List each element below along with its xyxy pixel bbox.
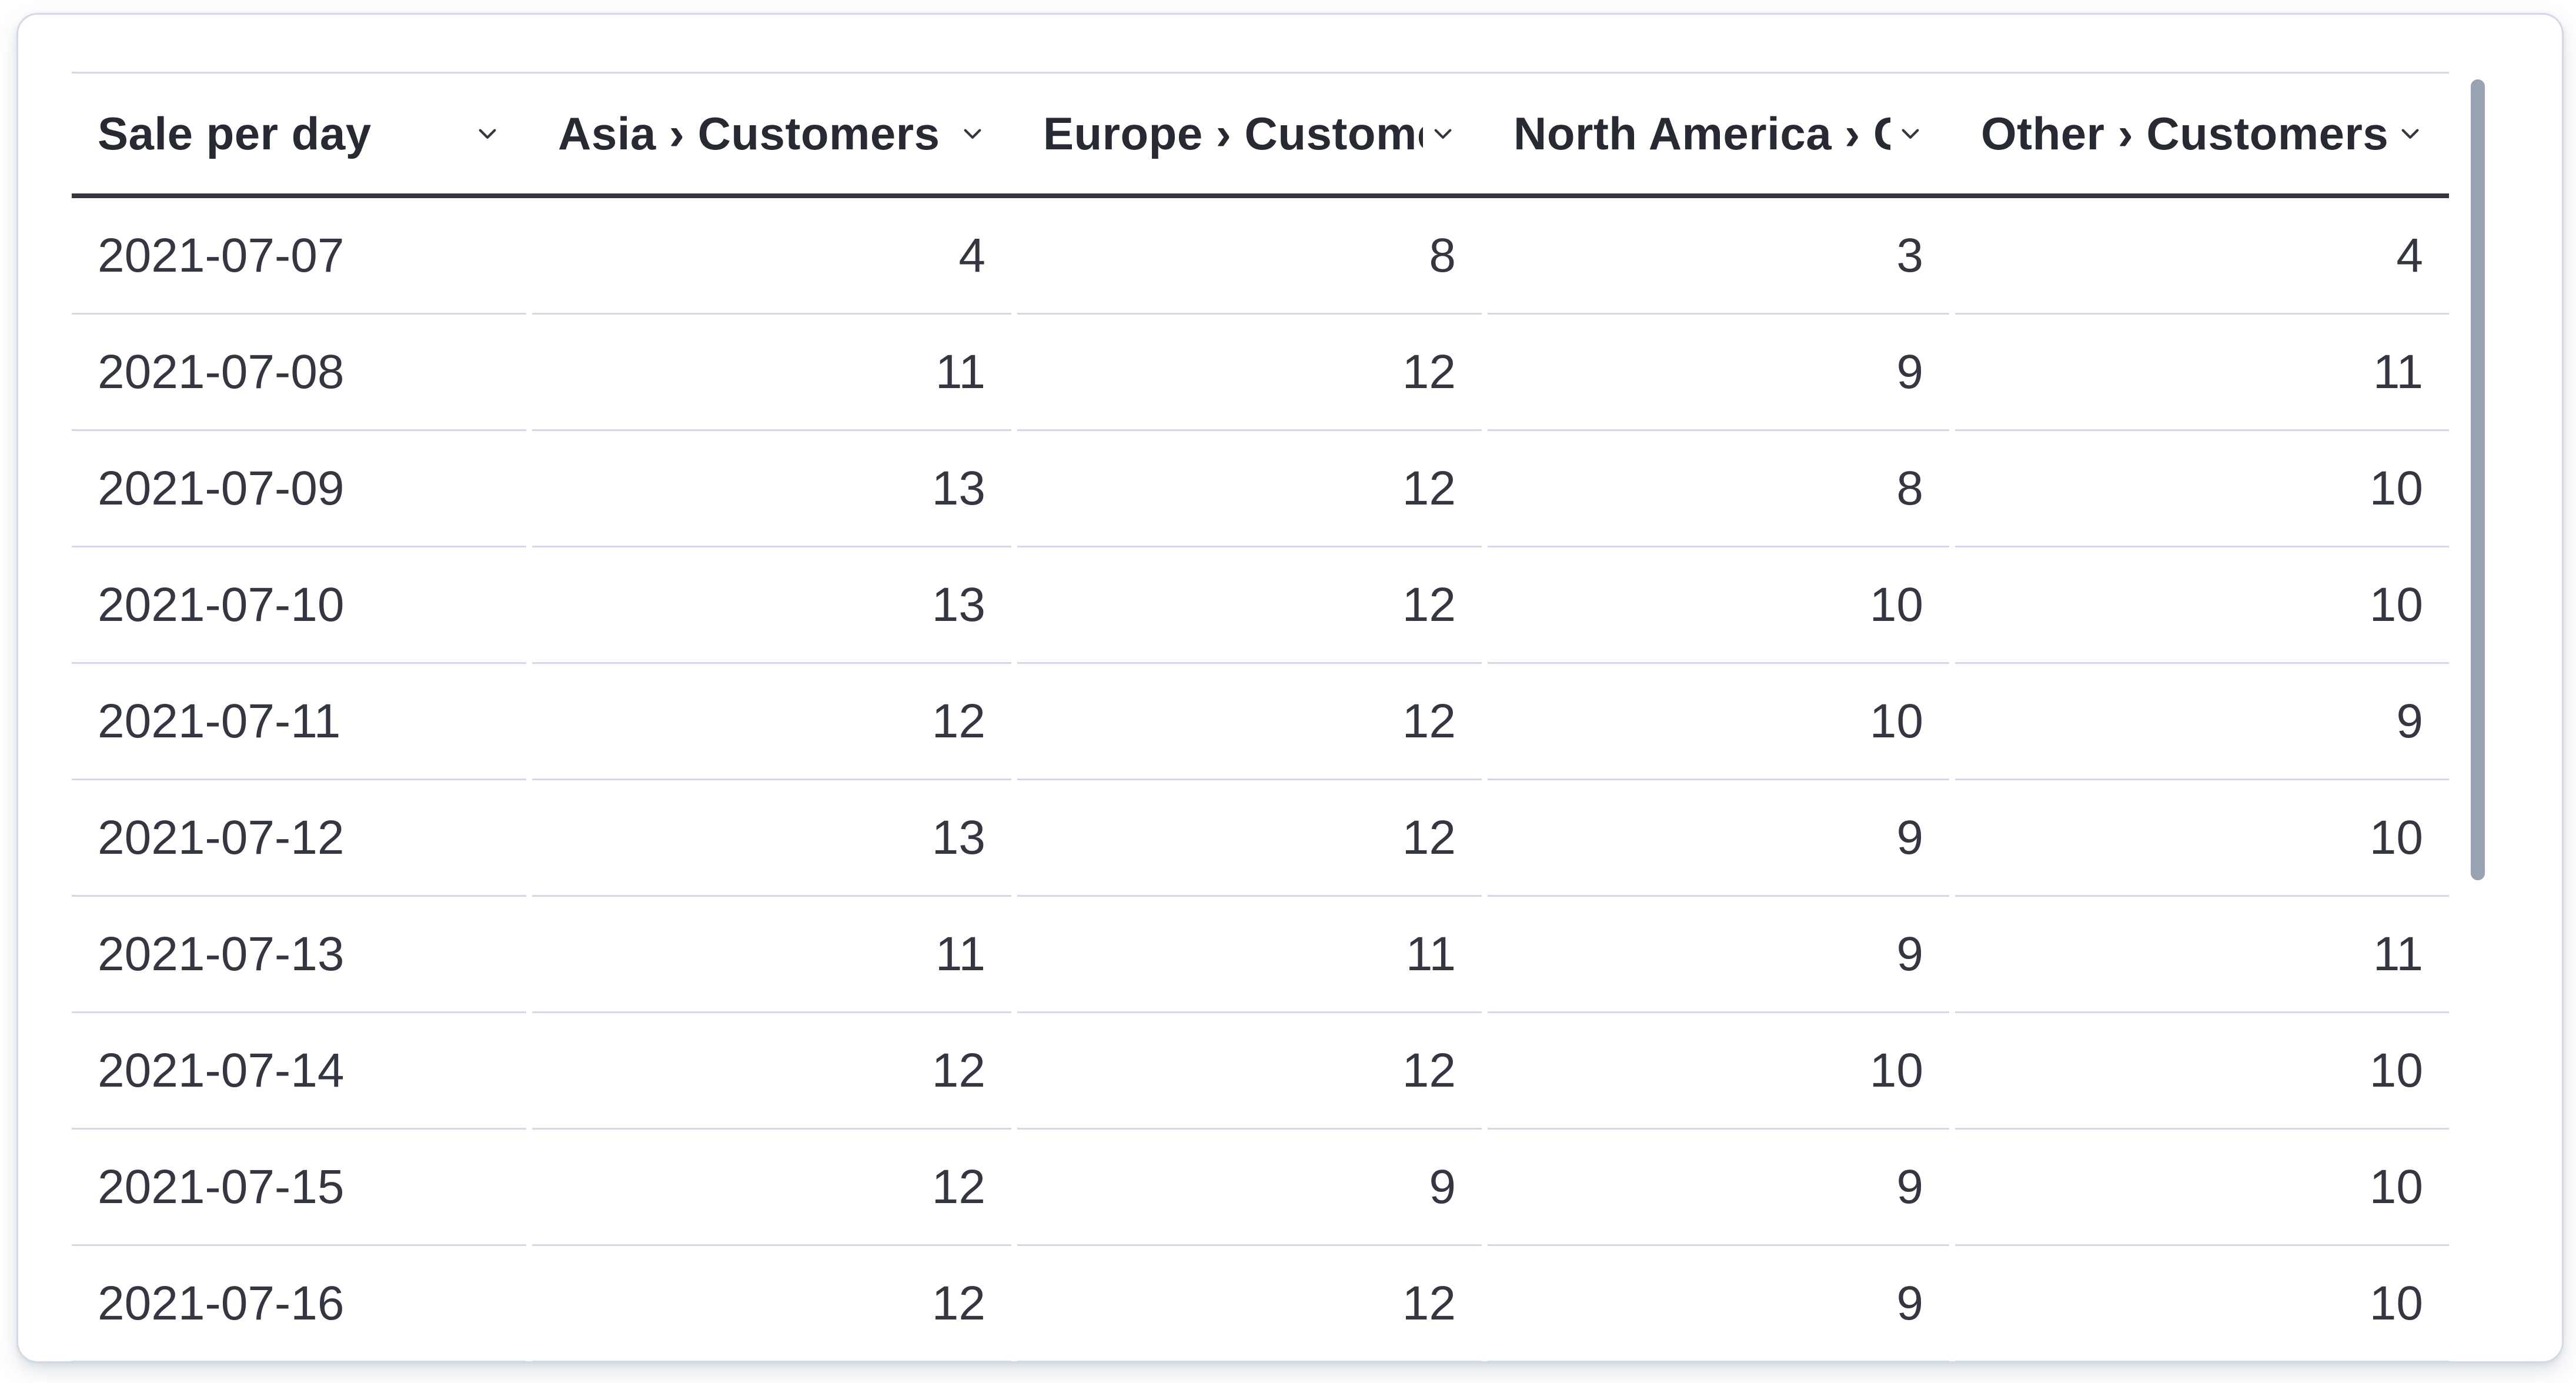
date-cell: 2021-07-16 [72, 1246, 526, 1361]
value-cell: 10 [1955, 780, 2449, 897]
table-card: Sale per day Asia › Customers Europe › Cus… [16, 13, 2564, 1363]
value-cell: 12 [1017, 1013, 1482, 1130]
value-cell: 10 [1955, 431, 2449, 547]
column-header-north-america-customers[interactable]: North America › Customers [1488, 74, 1949, 193]
column-header-label: Other › Customers [1981, 107, 2389, 159]
value-cell: 12 [532, 1130, 1011, 1246]
column-header-label: Europe › Customers [1043, 107, 1423, 159]
value-cell: 9 [1955, 664, 2449, 780]
value-cell: 13 [532, 780, 1011, 897]
table-row: 2021-07-08 11 12 9 11 [72, 315, 2449, 431]
value-cell: 11 [532, 315, 1011, 431]
table-row: 2021-07-13 11 11 9 11 [72, 897, 2449, 1013]
column-header-sale-per-day[interactable]: Sale per day [72, 74, 526, 193]
value-cell: 4 [1955, 198, 2449, 315]
data-table: Sale per day Asia › Customers Europe › Cus… [72, 72, 2449, 1361]
table-row: 2021-07-11 12 12 10 9 [72, 664, 2449, 780]
value-cell: 11 [1017, 897, 1482, 1013]
table-row: 2021-07-10 13 12 10 10 [72, 547, 2449, 664]
value-cell: 9 [1017, 1130, 1482, 1246]
value-cell: 11 [1955, 315, 2449, 431]
value-cell: 12 [1017, 431, 1482, 547]
value-cell: 12 [1017, 1246, 1482, 1361]
table-row: 2021-07-12 13 12 9 10 [72, 780, 2449, 897]
chevron-down-icon[interactable] [1897, 121, 1923, 146]
value-cell: 12 [532, 1246, 1011, 1361]
table-body: 2021-07-07 4 8 3 4 2021-07-08 11 12 9 11 2021-07-0… [72, 198, 2449, 1361]
value-cell: 9 [1488, 1246, 1949, 1361]
value-cell: 13 [532, 431, 1011, 547]
value-cell: 4 [532, 198, 1011, 315]
value-cell: 9 [1488, 897, 1949, 1013]
table-row: 2021-07-07 4 8 3 4 [72, 198, 2449, 315]
table-row: 2021-07-09 13 12 8 10 [72, 431, 2449, 547]
chevron-down-icon[interactable] [2397, 121, 2423, 146]
value-cell: 9 [1488, 315, 1949, 431]
value-cell: 12 [1017, 315, 1482, 431]
value-cell: 12 [1017, 547, 1482, 664]
value-cell: 3 [1488, 198, 1949, 315]
date-cell: 2021-07-09 [72, 431, 526, 547]
value-cell: 12 [1017, 780, 1482, 897]
value-cell: 12 [532, 664, 1011, 780]
table-header-row: Sale per day Asia › Customers Europe › Cus… [72, 72, 2449, 198]
chevron-down-icon[interactable] [475, 121, 500, 146]
date-cell: 2021-07-08 [72, 315, 526, 431]
value-cell: 11 [1955, 897, 2449, 1013]
value-cell: 9 [1488, 780, 1949, 897]
column-header-other-customers[interactable]: Other › Customers [1955, 74, 2449, 193]
date-cell: 2021-07-14 [72, 1013, 526, 1130]
date-cell: 2021-07-11 [72, 664, 526, 780]
date-cell: 2021-07-07 [72, 198, 526, 315]
value-cell: 10 [1955, 1013, 2449, 1130]
column-header-label: Sale per day [98, 107, 372, 159]
value-cell: 13 [532, 547, 1011, 664]
column-header-label: North America › Customers [1513, 107, 1890, 159]
table-row: 2021-07-15 12 9 9 10 [72, 1130, 2449, 1246]
value-cell: 8 [1488, 431, 1949, 547]
date-cell: 2021-07-13 [72, 897, 526, 1013]
chevron-down-icon[interactable] [960, 121, 985, 146]
column-header-label: Asia › Customers [558, 107, 940, 159]
value-cell: 8 [1017, 198, 1482, 315]
value-cell: 11 [532, 897, 1011, 1013]
date-cell: 2021-07-12 [72, 780, 526, 897]
value-cell: 10 [1955, 547, 2449, 664]
vertical-scrollbar-thumb[interactable] [2471, 79, 2485, 880]
value-cell: 12 [532, 1013, 1011, 1130]
value-cell: 10 [1955, 1246, 2449, 1361]
table-row: 2021-07-14 12 12 10 10 [72, 1013, 2449, 1130]
column-header-europe-customers[interactable]: Europe › Customers [1017, 74, 1482, 193]
value-cell: 9 [1488, 1130, 1949, 1246]
value-cell: 10 [1955, 1130, 2449, 1246]
chevron-down-icon[interactable] [1430, 121, 1456, 146]
date-cell: 2021-07-15 [72, 1130, 526, 1246]
table-row: 2021-07-16 12 12 9 10 [72, 1246, 2449, 1361]
value-cell: 10 [1488, 1013, 1949, 1130]
column-header-asia-customers[interactable]: Asia › Customers [532, 74, 1011, 193]
date-cell: 2021-07-10 [72, 547, 526, 664]
value-cell: 10 [1488, 664, 1949, 780]
value-cell: 10 [1488, 547, 1949, 664]
value-cell: 12 [1017, 664, 1482, 780]
